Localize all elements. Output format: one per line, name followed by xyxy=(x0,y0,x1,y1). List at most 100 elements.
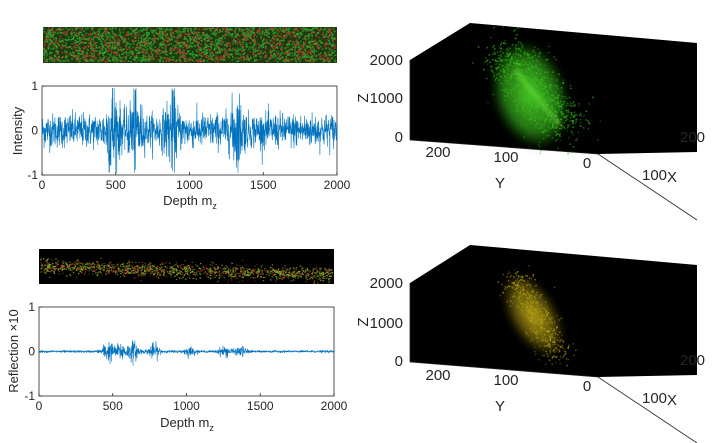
voxel-dot xyxy=(544,100,546,103)
speckle-dot xyxy=(189,39,192,41)
speckle-dot xyxy=(163,271,165,273)
speckle-dot xyxy=(284,47,286,50)
voxel-dot xyxy=(549,119,552,121)
voxel-dot xyxy=(499,59,502,61)
speckle-dot xyxy=(159,58,161,61)
speckle-dot xyxy=(193,268,196,271)
speckle-dot xyxy=(183,52,185,54)
speckle-dot xyxy=(320,27,322,30)
voxel-dot xyxy=(515,44,517,47)
speckle-dot xyxy=(88,36,91,38)
speckle-dot xyxy=(56,42,59,45)
speckle-dot xyxy=(96,31,99,34)
voxel-dot xyxy=(524,97,526,100)
voxel-dot xyxy=(554,126,557,129)
speckle-dot xyxy=(247,31,250,34)
voxel-dot xyxy=(509,60,511,62)
speckle-dot xyxy=(313,59,316,62)
speckle-dot xyxy=(94,33,97,36)
speckle-dot xyxy=(145,60,147,63)
voxel-dot xyxy=(546,103,548,106)
speckle-dot xyxy=(289,32,291,34)
voxel-dot xyxy=(522,99,525,101)
speckle-dot xyxy=(247,276,249,278)
speckle-dot xyxy=(119,276,122,278)
speckle-dot xyxy=(215,51,217,54)
speckle-dot xyxy=(53,60,55,62)
voxel-dot xyxy=(567,111,569,113)
speckle-dot xyxy=(107,265,110,267)
speckle-dot xyxy=(256,271,259,273)
speckle-dot xyxy=(132,52,134,54)
voxel-dot xyxy=(543,93,545,96)
speckle-dot xyxy=(83,267,85,270)
speckle-dot xyxy=(284,35,286,38)
speckle-dot xyxy=(160,41,162,44)
voxel-dot xyxy=(523,110,526,112)
speckle-dot xyxy=(188,50,190,52)
speckle-dot xyxy=(246,35,248,38)
speckle-dot xyxy=(162,57,165,59)
speckle-dot xyxy=(99,28,102,30)
speckle-dot xyxy=(119,39,121,42)
speckle-dot xyxy=(278,273,281,275)
speckle-dot xyxy=(93,53,96,55)
speckle-dot xyxy=(123,56,125,59)
speckle-dot xyxy=(242,59,245,61)
speckle-dot xyxy=(97,268,100,270)
voxel-dot xyxy=(533,75,535,78)
speckle-dot xyxy=(81,52,84,54)
speckle-dot xyxy=(228,275,230,277)
speckle-dot xyxy=(54,269,56,271)
speckle-dot xyxy=(99,40,102,43)
voxel-dot xyxy=(536,66,539,69)
speckle-dot xyxy=(295,60,297,63)
speckle-dot xyxy=(133,266,136,268)
speckle-dot xyxy=(218,273,221,275)
speckle-dot xyxy=(155,49,158,51)
speckle-dot xyxy=(300,274,302,276)
speckle-dot xyxy=(170,42,172,45)
speckle-dot xyxy=(273,49,275,52)
speckle-dot xyxy=(286,268,289,270)
speckle-dot xyxy=(179,35,181,38)
speckle-dot xyxy=(109,261,111,263)
speckle-dot xyxy=(204,50,207,53)
speckle-dot xyxy=(127,265,129,267)
speckle-dot xyxy=(327,57,330,60)
voxel-dot xyxy=(490,69,492,71)
speckle-dot xyxy=(295,51,298,53)
voxel-dot xyxy=(537,106,539,109)
speckle-dot xyxy=(210,30,212,32)
speckle-dot xyxy=(149,59,151,62)
speckle-dot xyxy=(163,269,165,271)
speckle-dot xyxy=(46,40,49,43)
voxel-dot xyxy=(514,64,516,66)
speckle-dot xyxy=(249,46,251,49)
speckle-dot xyxy=(107,264,109,266)
speckle-dot xyxy=(174,264,176,266)
speckle-dot xyxy=(221,49,224,51)
speckle-dot xyxy=(253,270,255,273)
speckle-dot xyxy=(186,33,189,35)
speckle-dot xyxy=(283,37,285,39)
speckle-dot xyxy=(287,269,290,271)
speckle-dot xyxy=(103,31,105,34)
speckle-dot xyxy=(283,60,286,63)
speckle-dot xyxy=(41,271,43,273)
speckle-dot xyxy=(180,265,182,268)
speckle-dot xyxy=(212,43,214,45)
speckle-dot xyxy=(288,269,291,271)
speckle-dot xyxy=(50,56,52,58)
speckle-dot xyxy=(155,276,158,278)
voxel-dot xyxy=(514,110,516,113)
voxel-dot xyxy=(533,82,535,84)
speckle-dot xyxy=(185,57,187,60)
speckle-dot xyxy=(77,269,79,271)
speckle-dot xyxy=(273,52,276,55)
voxel-dot xyxy=(524,94,526,97)
speckle-dot xyxy=(65,42,67,44)
speckle-dot xyxy=(86,53,88,55)
speckle-dot xyxy=(111,55,113,58)
speckle-dot xyxy=(297,43,300,46)
